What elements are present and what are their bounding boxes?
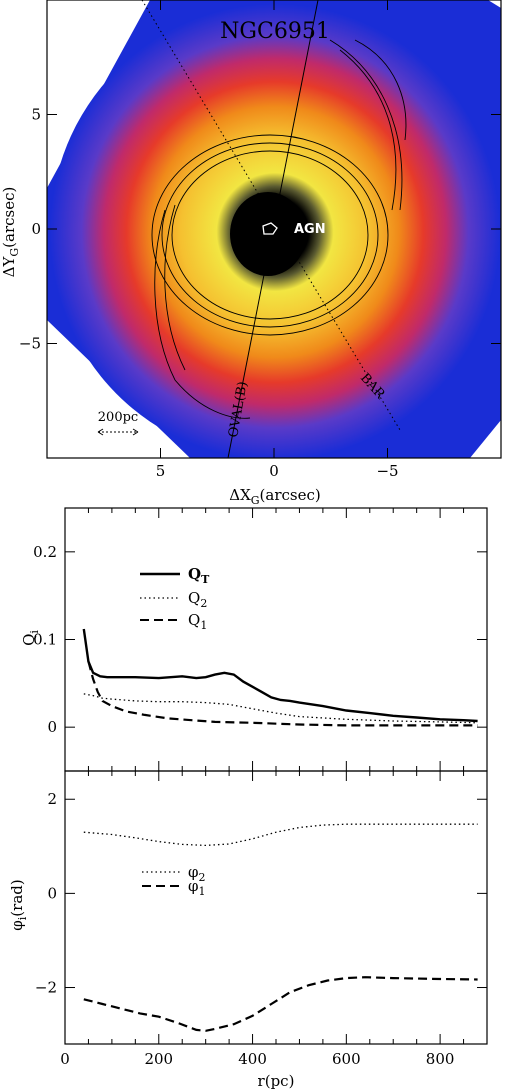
phi-y-axis-label: φi(rad) [8, 879, 29, 930]
phi-legend: φ2 φ1 [142, 863, 206, 898]
scale-bar: 200pc [97, 410, 139, 436]
phi-series [83, 823, 478, 1032]
x-tick-label: 0 [60, 1050, 70, 1068]
y-tick-label: 0.1 [33, 631, 57, 649]
y-tick-label: 0 [47, 718, 57, 736]
y-tick-label: 0.2 [33, 543, 57, 561]
phi-legend-phi1: φ1 [188, 877, 206, 898]
x-tick-label: 200 [144, 1050, 173, 1068]
contour-ring [151, 39, 407, 419]
q-legend-q1: Q1 [188, 611, 207, 632]
phi-legend-phi2: φ2 [188, 863, 206, 884]
q-ticks: 0 0.1 0.2 [33, 508, 488, 771]
x-tick-label: 400 [238, 1050, 267, 1068]
map-x-tick-label: 5 [156, 462, 166, 480]
q-frame [64, 507, 488, 772]
agn-label: AGN [294, 222, 326, 237]
q-y-axis-label: Qi [20, 630, 41, 646]
series-line-dotted [83, 823, 478, 847]
map-ticks: 5 0 −5 5 0 −5 [19, 0, 501, 480]
map-y-axis-label: ΔYG(arcsec) [0, 187, 21, 278]
q-legend: QT Q2 Q1 [140, 565, 210, 632]
y-tick-label: 0 [47, 884, 57, 902]
scale-bar-label: 200pc [98, 410, 138, 425]
galaxy-map-panel: NGC6951 AGN BAR OVAL(B) 200pc 5 0 −550−5 Δ… [0, 0, 502, 507]
phi-panel: 2 0 −2 0 200 400 600 800 φi(rad) r(pc) φ2 φ1 [8, 770, 488, 1090]
series-line-dotted [83, 693, 478, 724]
series-line-solid [82, 628, 478, 723]
x-tick-label: 600 [332, 1050, 361, 1068]
map-y-tick-label: 0 [31, 220, 41, 238]
map-title: NGC6951 [220, 19, 330, 44]
x-tick-label: 800 [426, 1050, 455, 1068]
map-x-tick-label: −5 [376, 462, 398, 480]
phi-ticks: 2 0 −2 0 200 400 600 800 [35, 771, 488, 1068]
agn-marker: AGN [262, 222, 326, 237]
y-tick-label: 2 [47, 790, 57, 808]
series-line-dashed [83, 976, 478, 1032]
oval-axis-line [227, 0, 319, 459]
map-x-axis-label: ΔXG(arcsec) [229, 486, 321, 507]
y-tick-label: −2 [35, 979, 57, 997]
map-x-tick-label: 0 [269, 462, 279, 480]
phi-x-axis-label: r(pc) [258, 1072, 295, 1090]
phi-frame [64, 770, 488, 1045]
q-legend-qt: QT [188, 565, 210, 586]
q-legend-q2: Q2 [188, 589, 207, 610]
map-y-tick-label: −5 [19, 335, 41, 353]
q-panel: 0 0.1 0.2 Qi QT Q2 Q1 [20, 507, 488, 772]
series-line-dashed [87, 661, 478, 727]
q-series [82, 628, 478, 727]
map-y-tick-label: 5 [31, 106, 41, 124]
